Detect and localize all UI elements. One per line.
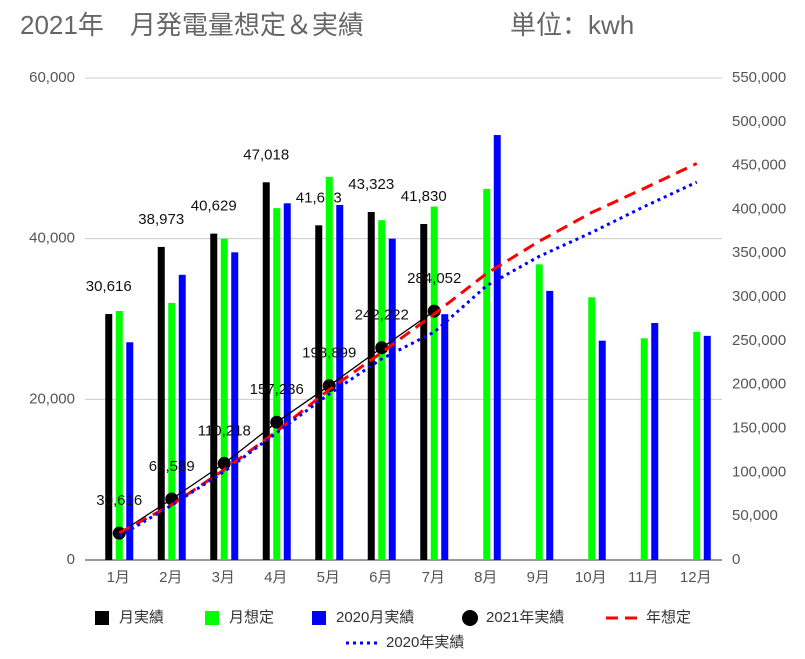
y2-tick-label: 150,000 <box>732 420 786 437</box>
y2-tick-label: 200,000 <box>732 376 786 393</box>
bar <box>126 342 134 560</box>
y2-tick-label: 400,000 <box>732 200 786 217</box>
bar <box>651 323 659 560</box>
bar <box>273 208 281 560</box>
x-tick-label: 3月 <box>212 569 235 586</box>
bar <box>493 135 501 560</box>
data-label: 41,830 <box>401 188 447 205</box>
y2-tick-label: 100,000 <box>732 463 786 480</box>
legend-label: 2020年実績 <box>386 634 464 651</box>
legend-label: 2020月実績 <box>336 609 414 626</box>
legend-label: 2021年実績 <box>486 609 564 626</box>
bar <box>535 264 543 560</box>
bar <box>105 314 113 560</box>
data-label: 30,616 <box>86 278 132 295</box>
data-label: 43,323 <box>348 176 394 193</box>
bar <box>441 314 449 560</box>
legend-label: 年想定 <box>646 609 691 626</box>
data-label: 30,616 <box>96 492 142 509</box>
bar <box>483 188 491 561</box>
bar <box>388 238 396 560</box>
x-tick-label: 4月 <box>264 569 287 586</box>
bar <box>588 297 596 560</box>
x-tick-label: 9月 <box>527 569 550 586</box>
bar <box>703 335 711 560</box>
chart-title: 2021年 月発電量想定＆実績 <box>20 10 364 40</box>
y2-tick-label: 550,000 <box>732 69 786 86</box>
point <box>375 341 389 355</box>
data-label: 110,218 <box>198 422 251 439</box>
bar <box>178 274 186 560</box>
legend-swatch <box>95 611 109 625</box>
bar <box>325 176 333 560</box>
point <box>427 304 441 318</box>
bar <box>283 203 291 560</box>
x-tick-label: 5月 <box>317 569 340 586</box>
x-tick-label: 2月 <box>159 569 182 586</box>
y-tick-label: 40,000 <box>29 230 75 247</box>
data-label: 284,052 <box>407 270 461 287</box>
x-tick-label: 6月 <box>369 569 392 586</box>
legend-label: 月想定 <box>229 609 274 626</box>
unit-label: 単位：kwh <box>510 10 634 40</box>
bar <box>231 252 239 560</box>
legend-label: 月実績 <box>119 609 164 626</box>
bar <box>115 310 123 560</box>
bar <box>693 331 701 560</box>
y2-tick-label: 350,000 <box>732 244 786 261</box>
bar <box>546 290 554 560</box>
line <box>118 162 698 535</box>
y2-tick-label: 450,000 <box>732 157 786 174</box>
point <box>217 456 231 470</box>
line <box>118 180 698 538</box>
bar <box>367 211 375 560</box>
bar <box>378 220 386 560</box>
y2-tick-label: 500,000 <box>732 113 786 130</box>
y-tick-label: 0 <box>67 551 75 568</box>
y-tick-label: 60,000 <box>29 69 75 86</box>
y2-tick-label: 250,000 <box>732 332 786 349</box>
x-tick-label: 11月 <box>628 569 659 586</box>
y-tick-label: 20,000 <box>29 390 75 407</box>
x-tick-label: 8月 <box>474 569 497 586</box>
y2-tick-label: 0 <box>732 551 740 568</box>
bar <box>157 246 165 560</box>
bar <box>598 340 606 560</box>
x-tick-label: 7月 <box>422 569 445 586</box>
point <box>112 526 126 540</box>
data-label: 69,589 <box>149 458 195 475</box>
data-label: 157,236 <box>250 381 304 398</box>
data-label: 41,663 <box>296 189 342 206</box>
bar <box>262 182 270 560</box>
bar <box>210 233 218 560</box>
y2-tick-label: 300,000 <box>732 288 786 305</box>
data-label: 198,899 <box>302 345 356 362</box>
bar <box>220 238 228 560</box>
data-label: 242,222 <box>355 307 409 324</box>
bar <box>640 338 648 560</box>
data-label: 40,629 <box>191 198 237 215</box>
legend-swatch <box>205 611 219 625</box>
data-label: 47,018 <box>243 146 289 163</box>
bar <box>168 302 176 560</box>
legend-swatch <box>462 610 478 626</box>
data-label: 38,973 <box>138 211 184 228</box>
x-tick-label: 12月 <box>680 569 712 586</box>
x-tick-label: 10月 <box>575 569 607 586</box>
legend-swatch <box>312 611 326 625</box>
bar <box>420 223 428 560</box>
bar <box>430 206 438 561</box>
y2-tick-label: 50,000 <box>732 507 778 524</box>
point <box>270 415 284 429</box>
x-tick-label: 1月 <box>107 569 130 586</box>
